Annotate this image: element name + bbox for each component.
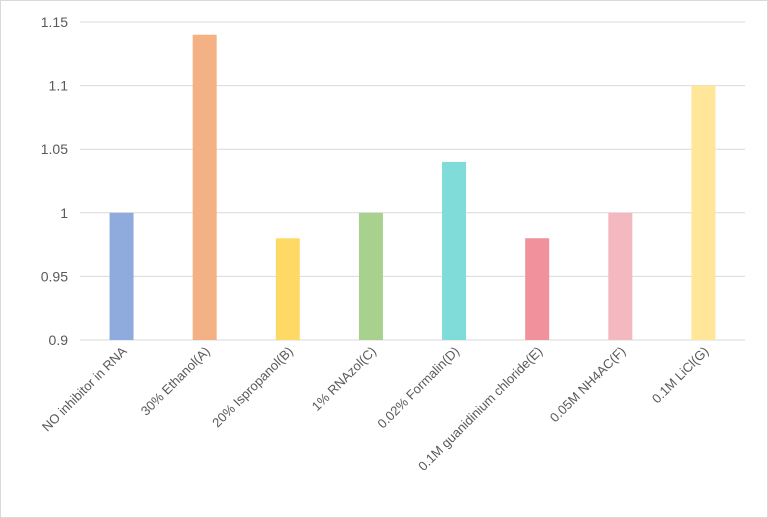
x-category-label: 0.1M LiCl(G) xyxy=(649,344,712,407)
bar xyxy=(275,238,300,340)
x-category-label: 1% RNAzol(C) xyxy=(309,344,379,414)
y-tick-label: 0.95 xyxy=(41,268,68,284)
x-category-label: 0.02% Formalin(D) xyxy=(374,344,462,432)
bar xyxy=(442,161,467,340)
y-tick-label: 0.9 xyxy=(49,332,69,348)
bar xyxy=(608,212,633,340)
bar xyxy=(358,212,383,340)
bar xyxy=(109,212,134,340)
x-category-label: 0.05M NH4AC(F) xyxy=(547,344,629,426)
x-category-label: 20% Ispropanol(B) xyxy=(209,344,296,431)
bar xyxy=(691,85,716,340)
bar xyxy=(525,238,550,340)
x-category-label: NO inhibitor in RNA xyxy=(39,343,130,434)
y-tick-label: 1 xyxy=(60,205,68,221)
y-tick-label: 1.05 xyxy=(41,141,68,157)
x-category-label: 30% Ethanol(A) xyxy=(138,344,213,419)
y-tick-label: 1.1 xyxy=(49,78,69,94)
y-tick-label: 1.15 xyxy=(41,14,68,30)
bar xyxy=(192,34,217,340)
